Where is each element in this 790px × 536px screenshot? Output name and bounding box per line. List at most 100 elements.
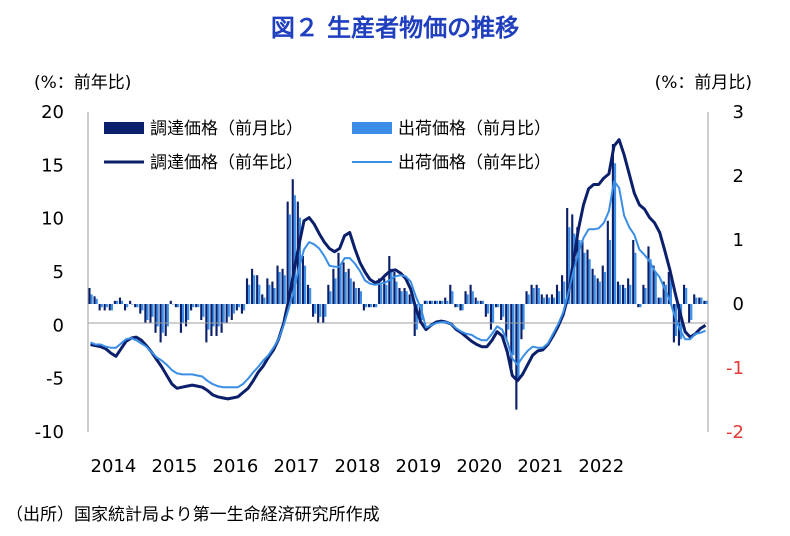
x-tick-label: 2017: [274, 456, 320, 477]
bar-shipment-mom: [593, 275, 596, 304]
bar-shipment-mom: [141, 304, 144, 311]
bar-shipment-mom: [588, 259, 591, 304]
bar-procurement-mom: [291, 179, 294, 304]
bar-shipment-mom: [339, 265, 342, 304]
bar-procurement-mom: [98, 304, 101, 311]
bar-shipment-mom: [568, 227, 571, 304]
left-tick-label: 0: [53, 315, 64, 336]
bar-procurement-mom: [240, 304, 243, 314]
bar-procurement-mom: [134, 304, 137, 308]
bar-procurement-mom: [555, 284, 559, 304]
bar-procurement-mom: [347, 268, 350, 304]
bar-shipment-mom: [131, 304, 134, 305]
bar-shipment-mom: [156, 304, 159, 327]
bar-shipment-mom: [319, 304, 322, 317]
bar-shipment-mom: [309, 288, 312, 304]
bar-shipment-mom: [486, 304, 490, 314]
bar-procurement-mom: [591, 268, 594, 304]
bar-procurement-mom: [439, 300, 442, 304]
bar-procurement-mom: [251, 268, 254, 304]
bar-shipment-mom: [90, 294, 93, 304]
bar-shipment-mom: [182, 304, 185, 324]
bar-shipment-mom: [268, 284, 271, 304]
bar-procurement-mom: [500, 304, 503, 320]
bar-procurement-mom: [464, 291, 467, 304]
bar-procurement-mom: [342, 262, 345, 304]
bar-shipment-mom: [161, 304, 164, 333]
bar-shipment-mom: [410, 297, 413, 304]
left-tick-label: 20: [41, 102, 64, 123]
bar-shipment-mom: [603, 272, 606, 304]
left-tick-label: 10: [41, 209, 64, 230]
bar-procurement-mom: [596, 278, 599, 304]
bar-shipment-mom: [344, 272, 347, 304]
bar-procurement-mom: [281, 268, 284, 304]
bar-shipment-mom: [598, 281, 601, 304]
bar-procurement-mom: [383, 278, 386, 304]
bar-procurement-mom: [581, 240, 584, 304]
bar-procurement-mom: [616, 281, 620, 304]
right-tick-label: 0: [733, 294, 744, 315]
bar-procurement-mom: [566, 208, 569, 304]
bar-procurement-mom: [184, 304, 188, 327]
bar-shipment-mom: [400, 291, 403, 304]
bar-procurement-mom: [627, 278, 630, 304]
bar-procurement-mom: [88, 288, 91, 304]
bar-procurement-mom: [215, 304, 218, 336]
bar-shipment-mom: [283, 275, 286, 304]
bar-procurement-mom: [337, 252, 340, 304]
left-tick-label: -10: [35, 422, 64, 443]
legend: 調達価格（前月比） 出荷価格（前月比） 調達価格（前年比） 出荷価格（前年比）: [104, 119, 551, 173]
bar-procurement-mom: [433, 300, 437, 304]
source-note: （出所）国家統計局より第一生命経済研究所作成: [6, 505, 380, 525]
bar-procurement-mom: [286, 201, 289, 304]
bar-shipment-mom: [619, 284, 622, 304]
right-axis-unit: (%：前月比): [654, 73, 752, 93]
bar-procurement-mom: [530, 284, 533, 304]
bar-procurement-mom: [525, 291, 528, 304]
bar-procurement-mom: [489, 304, 493, 330]
bar-procurement-mom: [190, 304, 193, 311]
bar-procurement-mom: [312, 304, 315, 317]
bar-shipment-mom: [537, 288, 540, 304]
bar-shipment-mom: [527, 294, 530, 304]
bar-shipment-mom: [639, 304, 642, 308]
bar-shipment-mom: [542, 297, 545, 304]
bar-procurement-mom: [408, 294, 411, 304]
bar-procurement-mom: [327, 284, 330, 304]
right-tick-label: -1: [726, 358, 744, 379]
bar-shipment-mom: [441, 300, 444, 304]
bar-shipment-mom: [176, 304, 180, 308]
bar-procurement-mom: [93, 296, 96, 304]
bar-procurement-mom: [139, 304, 142, 314]
bar-shipment-mom: [151, 304, 154, 317]
bar-shipment-mom: [385, 284, 388, 304]
bar-procurement-mom: [520, 304, 523, 340]
bar-procurement-mom: [271, 281, 274, 304]
bar-procurement-mom: [622, 284, 625, 304]
bar-procurement-mom: [367, 304, 371, 308]
bar-shipment-mom: [136, 304, 139, 308]
bar-procurement-mom: [322, 304, 325, 324]
bar-shipment-mom: [664, 284, 667, 304]
line-procurement-yoy: [90, 138, 707, 401]
bar-procurement-mom: [484, 304, 487, 317]
bar-procurement-mom: [688, 304, 691, 324]
bar-procurement-mom: [276, 265, 279, 304]
bar-layer: [88, 144, 708, 410]
x-tick-label: 2018: [335, 456, 381, 477]
bar-shipment-mom: [558, 291, 561, 304]
bar-shipment-mom: [461, 304, 464, 311]
bar-shipment-mom: [695, 297, 698, 304]
bar-procurement-mom: [454, 304, 457, 308]
right-tick-label: 3: [733, 102, 744, 123]
bar-shipment-mom: [100, 304, 103, 308]
bar-procurement-mom: [535, 284, 538, 304]
right-tick-label: -2: [726, 422, 744, 443]
bar-procurement-mom: [235, 304, 238, 311]
bar-shipment-mom: [375, 304, 378, 308]
bar-procurement-mom: [352, 281, 355, 304]
bar-procurement-mom: [195, 304, 198, 308]
bar-procurement-mom: [571, 214, 574, 304]
bar-shipment-mom: [492, 304, 495, 324]
